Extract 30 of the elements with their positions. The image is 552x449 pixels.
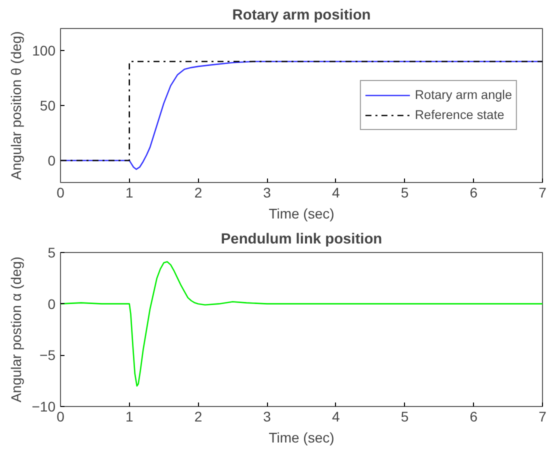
x-tick-label: 5 bbox=[400, 184, 409, 200]
x-tick-label: 5 bbox=[400, 408, 409, 424]
y-tick-label: 0 bbox=[48, 152, 56, 168]
x-tick-label: 3 bbox=[263, 184, 272, 200]
x-tick-label: 6 bbox=[470, 408, 478, 424]
legend-label: Rotary arm angle bbox=[414, 88, 512, 102]
x-tick-label: 4 bbox=[332, 408, 340, 424]
x-tick-label: 6 bbox=[470, 184, 478, 200]
x-axis-title: Time (sec) bbox=[268, 430, 334, 446]
y-axis-title: Angular position θ (deg) bbox=[8, 31, 24, 180]
x-tick-label: 4 bbox=[332, 184, 340, 200]
x-axis-title: Time (sec) bbox=[268, 206, 334, 222]
y-tick-label: 100 bbox=[32, 42, 56, 58]
chart-title: Rotary arm position bbox=[232, 8, 371, 24]
x-tick-label: 1 bbox=[125, 184, 134, 200]
y-tick-label: 5 bbox=[48, 244, 56, 260]
x-tick-label: 2 bbox=[194, 184, 202, 200]
x-tick-label: 3 bbox=[263, 408, 272, 424]
x-tick-label: 7 bbox=[538, 184, 547, 200]
y-tick-label: −10 bbox=[32, 398, 56, 414]
x-tick-label: 7 bbox=[538, 408, 547, 424]
x-tick-label: 2 bbox=[194, 408, 202, 424]
legend-label: Reference state bbox=[414, 108, 504, 122]
y-tick-label: −5 bbox=[40, 347, 56, 364]
line-series bbox=[60, 261, 542, 387]
y-axis-title: Angular postion α (deg) bbox=[8, 256, 24, 402]
y-tick-label: 0 bbox=[48, 296, 56, 312]
chart-title: Pendulum link position bbox=[220, 232, 382, 248]
x-tick-label: 1 bbox=[125, 408, 134, 424]
y-tick-label: 50 bbox=[40, 98, 56, 114]
